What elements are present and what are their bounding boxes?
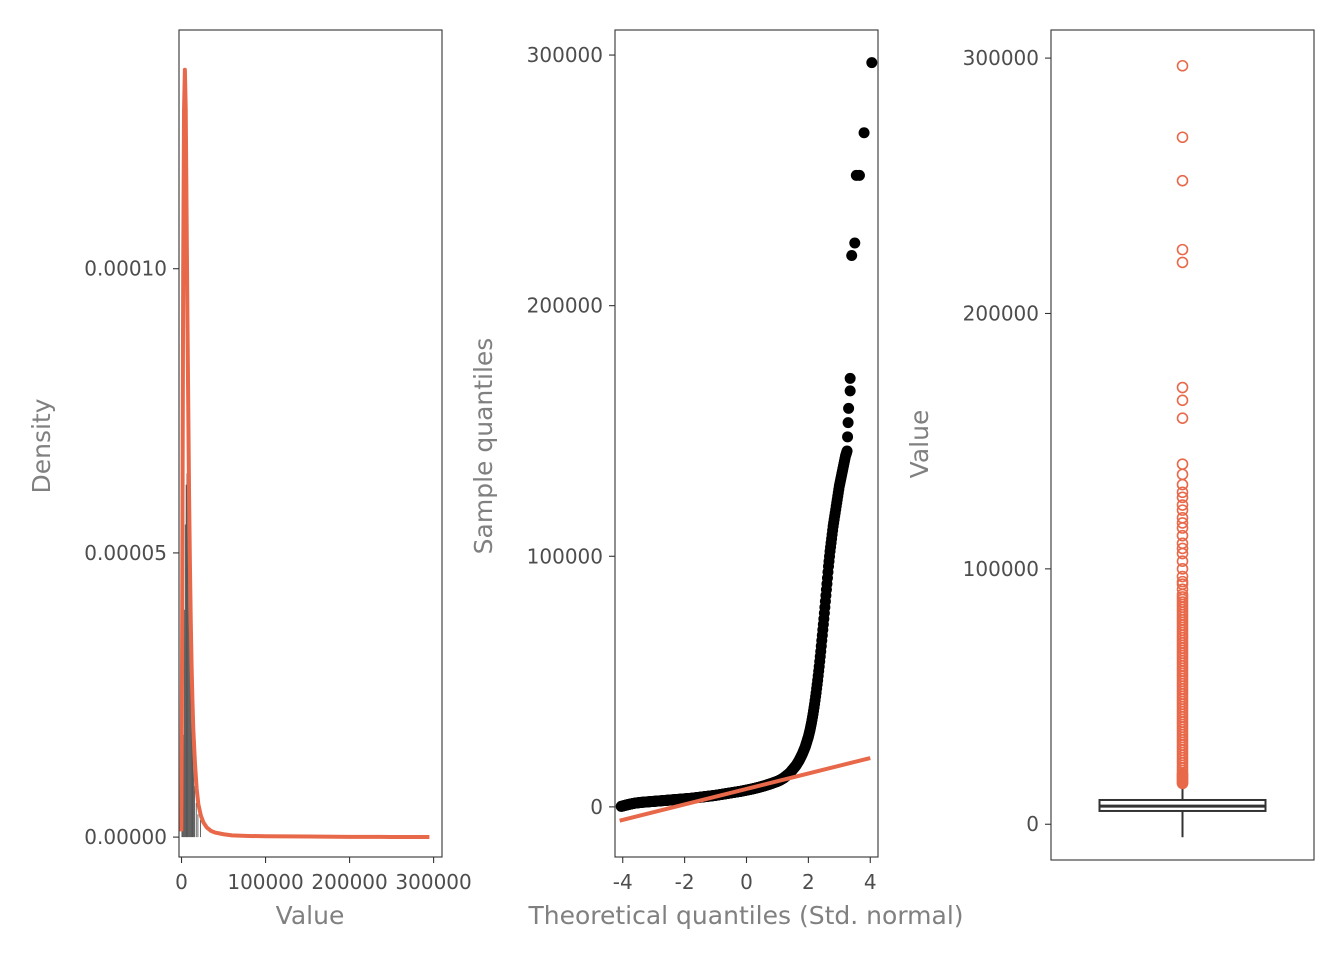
y-tick-label: 100000 [963, 557, 1039, 581]
box-outlier [1176, 412, 1189, 424]
density-panel-xlabel: Value [276, 901, 345, 930]
qq-reference-line [619, 756, 871, 823]
qq-point [844, 385, 856, 397]
y-tick-label: 0 [590, 795, 603, 819]
histogram-bar [192, 746, 194, 838]
qq-point [846, 250, 858, 262]
y-tick-label: 100000 [527, 544, 603, 568]
y-tick-label: 200000 [527, 294, 603, 318]
x-tick-label: 4 [864, 870, 877, 894]
density-panel-ylabel: Density [27, 398, 56, 493]
qq-point [844, 372, 856, 384]
x-tick-label: -4 [613, 870, 633, 894]
box-outlier [1176, 491, 1189, 504]
box-panel-ylabel: Value [905, 410, 934, 479]
box-outlier [1176, 575, 1189, 588]
box-outlier [1176, 542, 1189, 555]
y-tick-label: 0.00010 [84, 257, 167, 281]
qq-point [841, 445, 853, 457]
histogram-bar [189, 552, 190, 838]
box-outlier [1176, 570, 1189, 583]
histogram-bar [184, 609, 185, 838]
histogram-bar [188, 507, 190, 838]
y-tick-label: 0.00000 [84, 825, 167, 849]
x-tick-label: 0 [740, 870, 753, 894]
histogram-bar [184, 524, 186, 838]
box-outlier [1176, 394, 1189, 407]
y-tick-label: 300000 [963, 46, 1039, 70]
y-tick-label: 0.00005 [84, 541, 167, 565]
x-tick-label: 200000 [311, 870, 387, 894]
qq-point [849, 237, 861, 249]
x-tick-label: 100000 [227, 870, 303, 894]
histogram-bar [200, 820, 201, 838]
box-outlier [1176, 486, 1189, 499]
y-tick-label: 200000 [963, 301, 1039, 325]
box-outlier [1176, 563, 1189, 575]
histogram-bar [190, 677, 192, 838]
y-tick-label: 0 [1026, 812, 1039, 836]
histogram-bar [189, 632, 191, 838]
histogram-bar [187, 467, 189, 838]
box-outlier [1176, 583, 1189, 596]
panel-border [1050, 29, 1315, 861]
box-outlier [1176, 458, 1189, 470]
box-outlier [1176, 174, 1189, 187]
histogram-bar [185, 484, 187, 838]
box-outlier [1176, 381, 1189, 394]
box-outlier [1176, 511, 1189, 524]
qq-panel-ylabel: Sample quantiles [469, 338, 498, 555]
box-outlier [1176, 529, 1189, 542]
box-outlier [1176, 131, 1189, 144]
histogram-bar [197, 814, 199, 838]
box-outlier [1176, 517, 1189, 529]
histogram-bar [186, 473, 188, 838]
histogram-bar [191, 717, 193, 838]
qq-panel-xlabel: Theoretical quantiles (Std. normal) [527, 901, 963, 930]
panel-border [614, 29, 879, 858]
box-outlier [1176, 499, 1189, 511]
box-outlier [1176, 59, 1189, 72]
qq-point [842, 417, 854, 429]
qq-point [866, 57, 878, 69]
qq-panel: -4 -2 0 2 4 0 100000 200000 300000 [527, 29, 879, 894]
box-outlier [1176, 504, 1189, 516]
x-tick-label: 0 [175, 870, 188, 894]
box-panel: 0 100000 200000 300000 [963, 29, 1315, 861]
qq-point [853, 169, 865, 181]
x-tick-label: 300000 [395, 870, 471, 894]
qq-point [858, 127, 870, 139]
panel-border [178, 29, 443, 858]
x-tick-label: 2 [802, 870, 815, 894]
y-tick-label: 300000 [527, 43, 603, 67]
box-outlier [1176, 256, 1189, 269]
histogram-bar [195, 803, 197, 838]
histogram-bar [193, 768, 195, 838]
density-curve [179, 67, 430, 839]
box-outlier [1176, 243, 1189, 256]
box-outlier [1176, 468, 1189, 481]
box-outlier [1176, 555, 1189, 568]
x-tick-label: -2 [675, 870, 695, 894]
histogram-bar [194, 785, 195, 838]
box-outlier [1176, 537, 1189, 550]
box-outlier [1176, 478, 1189, 491]
qq-point [843, 402, 855, 414]
density-panel: 0 100000 200000 300000 0.00000 0.00005 0.00010 [84, 29, 472, 894]
qq-point [842, 431, 854, 443]
